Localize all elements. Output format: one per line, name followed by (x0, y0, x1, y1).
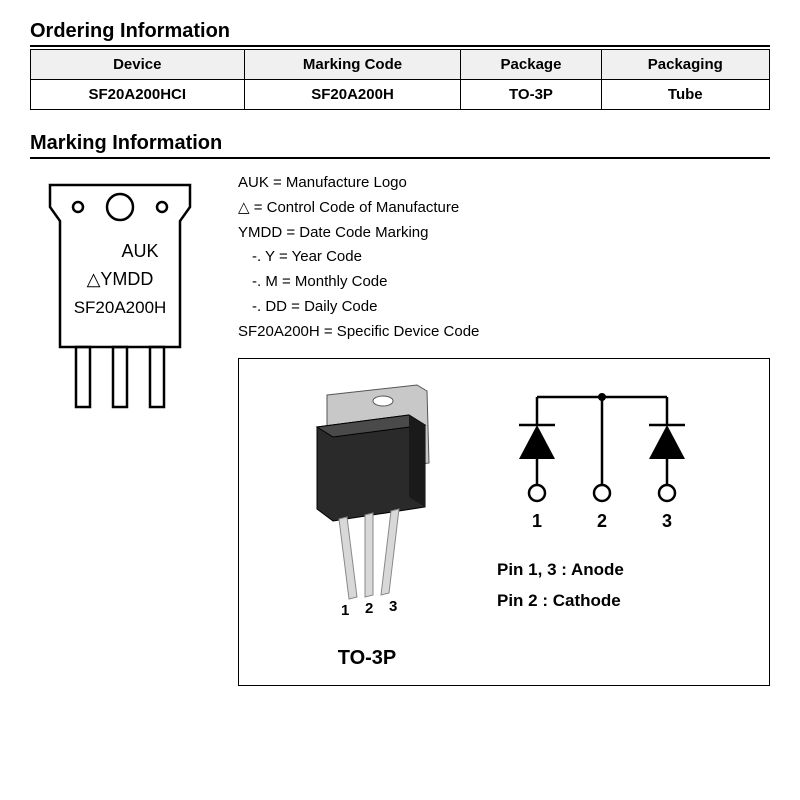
chip-logo-text: AUK (121, 241, 158, 261)
desc-line: -. Y = Year Code (238, 245, 770, 270)
col-package: Package (461, 50, 601, 80)
cell-package: TO-3P (461, 80, 601, 110)
cell-marking: SF20A200H (244, 80, 461, 110)
cell-packaging: Tube (601, 80, 769, 110)
package-schematic: 1 2 3 Pin 1, 3 : Anode Pin 2 : Cathode (497, 377, 751, 617)
table-header-row: Device Marking Code Package Packaging (31, 50, 770, 80)
chip-code-text: SF20A200H (74, 298, 167, 317)
chip-date-text: △YMDD (87, 269, 154, 289)
lead-label-3: 3 (389, 598, 397, 615)
lead-label-2: 2 (365, 600, 373, 617)
package-box: 1 2 3 TO-3P (238, 358, 770, 686)
desc-line: △ = Control Code of Manufacture (238, 196, 770, 221)
pin-desc-cathode: Pin 2 : Cathode (497, 585, 751, 616)
col-packaging: Packaging (601, 50, 769, 80)
desc-line: -. DD = Daily Code (238, 295, 770, 320)
table-row: SF20A200HCI SF20A200H TO-3P Tube (31, 80, 770, 110)
chip-outline-diagram: AUK △YMDD SF20A200H (30, 167, 210, 686)
desc-line: SF20A200H = Specific Device Code (238, 320, 770, 345)
desc-line: YMDD = Date Code Marking (238, 221, 770, 246)
pin-label-3: 3 (662, 511, 672, 531)
ordering-title: Ordering Information (30, 20, 770, 47)
package-name-label: TO-3P (257, 642, 477, 675)
pin-label-1: 1 (532, 511, 542, 531)
col-marking: Marking Code (244, 50, 461, 80)
cell-device: SF20A200HCI (31, 80, 245, 110)
lead-label-1: 1 (341, 602, 349, 619)
pin-label-2: 2 (597, 511, 607, 531)
marking-title: Marking Information (30, 132, 770, 159)
package-3d-diagram: 1 2 3 TO-3P (257, 377, 477, 675)
desc-line: -. M = Monthly Code (238, 270, 770, 295)
col-device: Device (31, 50, 245, 80)
ordering-table: Device Marking Code Package Packaging SF… (30, 49, 770, 110)
marking-description: AUK = Manufacture Logo △ = Control Code … (238, 167, 770, 686)
pin-desc-anode: Pin 1, 3 : Anode (497, 554, 751, 585)
desc-line: AUK = Manufacture Logo (238, 171, 770, 196)
